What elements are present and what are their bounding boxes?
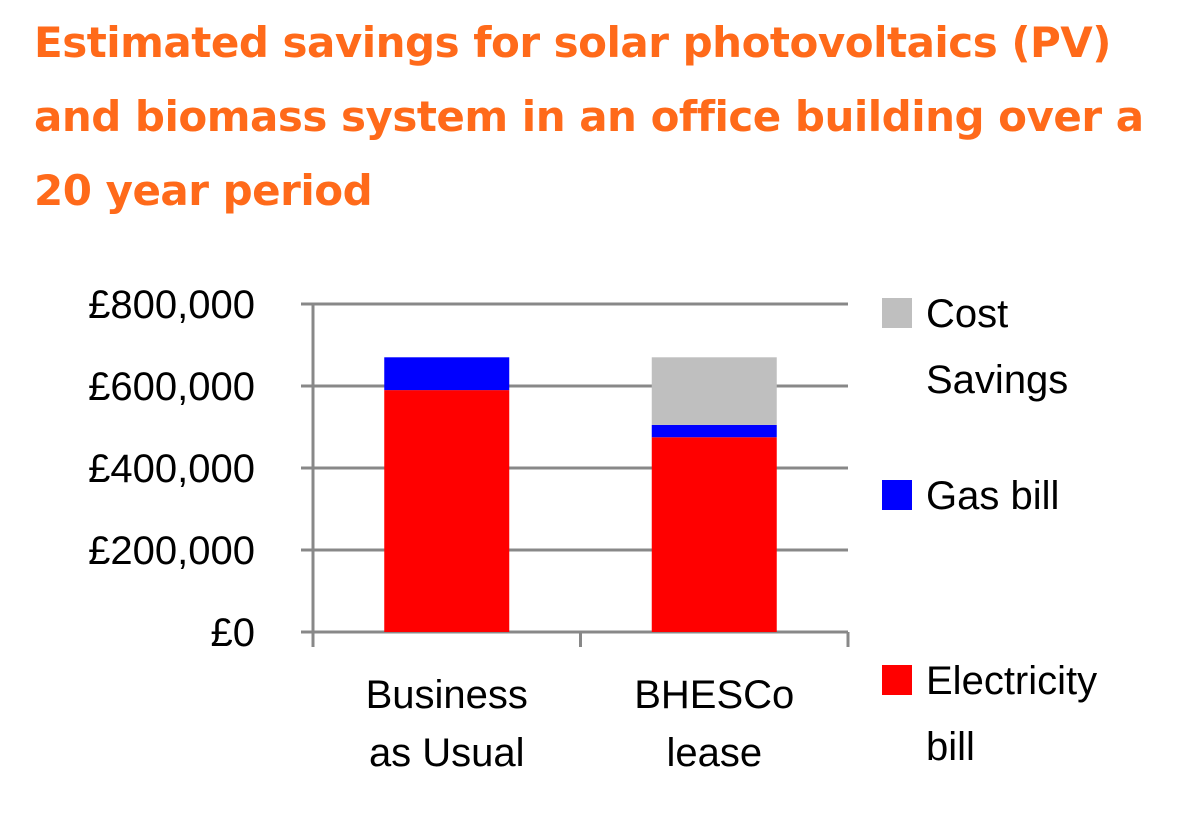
x-category-label: lease [666, 731, 762, 775]
bar-segment [651, 357, 777, 425]
x-category-label: Business [366, 673, 528, 717]
bar-segment [651, 424, 777, 438]
x-category-label: BHESCo [634, 673, 794, 717]
y-tick-label: £600,000 [88, 365, 255, 409]
x-category-label: as Usual [369, 731, 525, 775]
legend-swatch [882, 480, 912, 510]
legend-label: Gas bill [926, 474, 1059, 518]
legend-label: Savings [926, 358, 1068, 402]
y-tick-label: £200,000 [88, 529, 255, 573]
y-tick-label: £0 [211, 611, 256, 655]
legend-swatch [882, 298, 912, 328]
bar-segment [384, 357, 510, 391]
legend-label: Cost [926, 292, 1008, 336]
bar-segment [651, 437, 777, 632]
legend-label: bill [926, 725, 975, 769]
bar-segment [384, 390, 510, 632]
y-tick-label: £800,000 [88, 283, 255, 327]
y-tick-label: £400,000 [88, 447, 255, 491]
chart-title: Estimated savings for solar photovoltaic… [34, 18, 1144, 215]
legend-swatch [882, 665, 912, 695]
legend-label: Electricity [926, 659, 1097, 703]
